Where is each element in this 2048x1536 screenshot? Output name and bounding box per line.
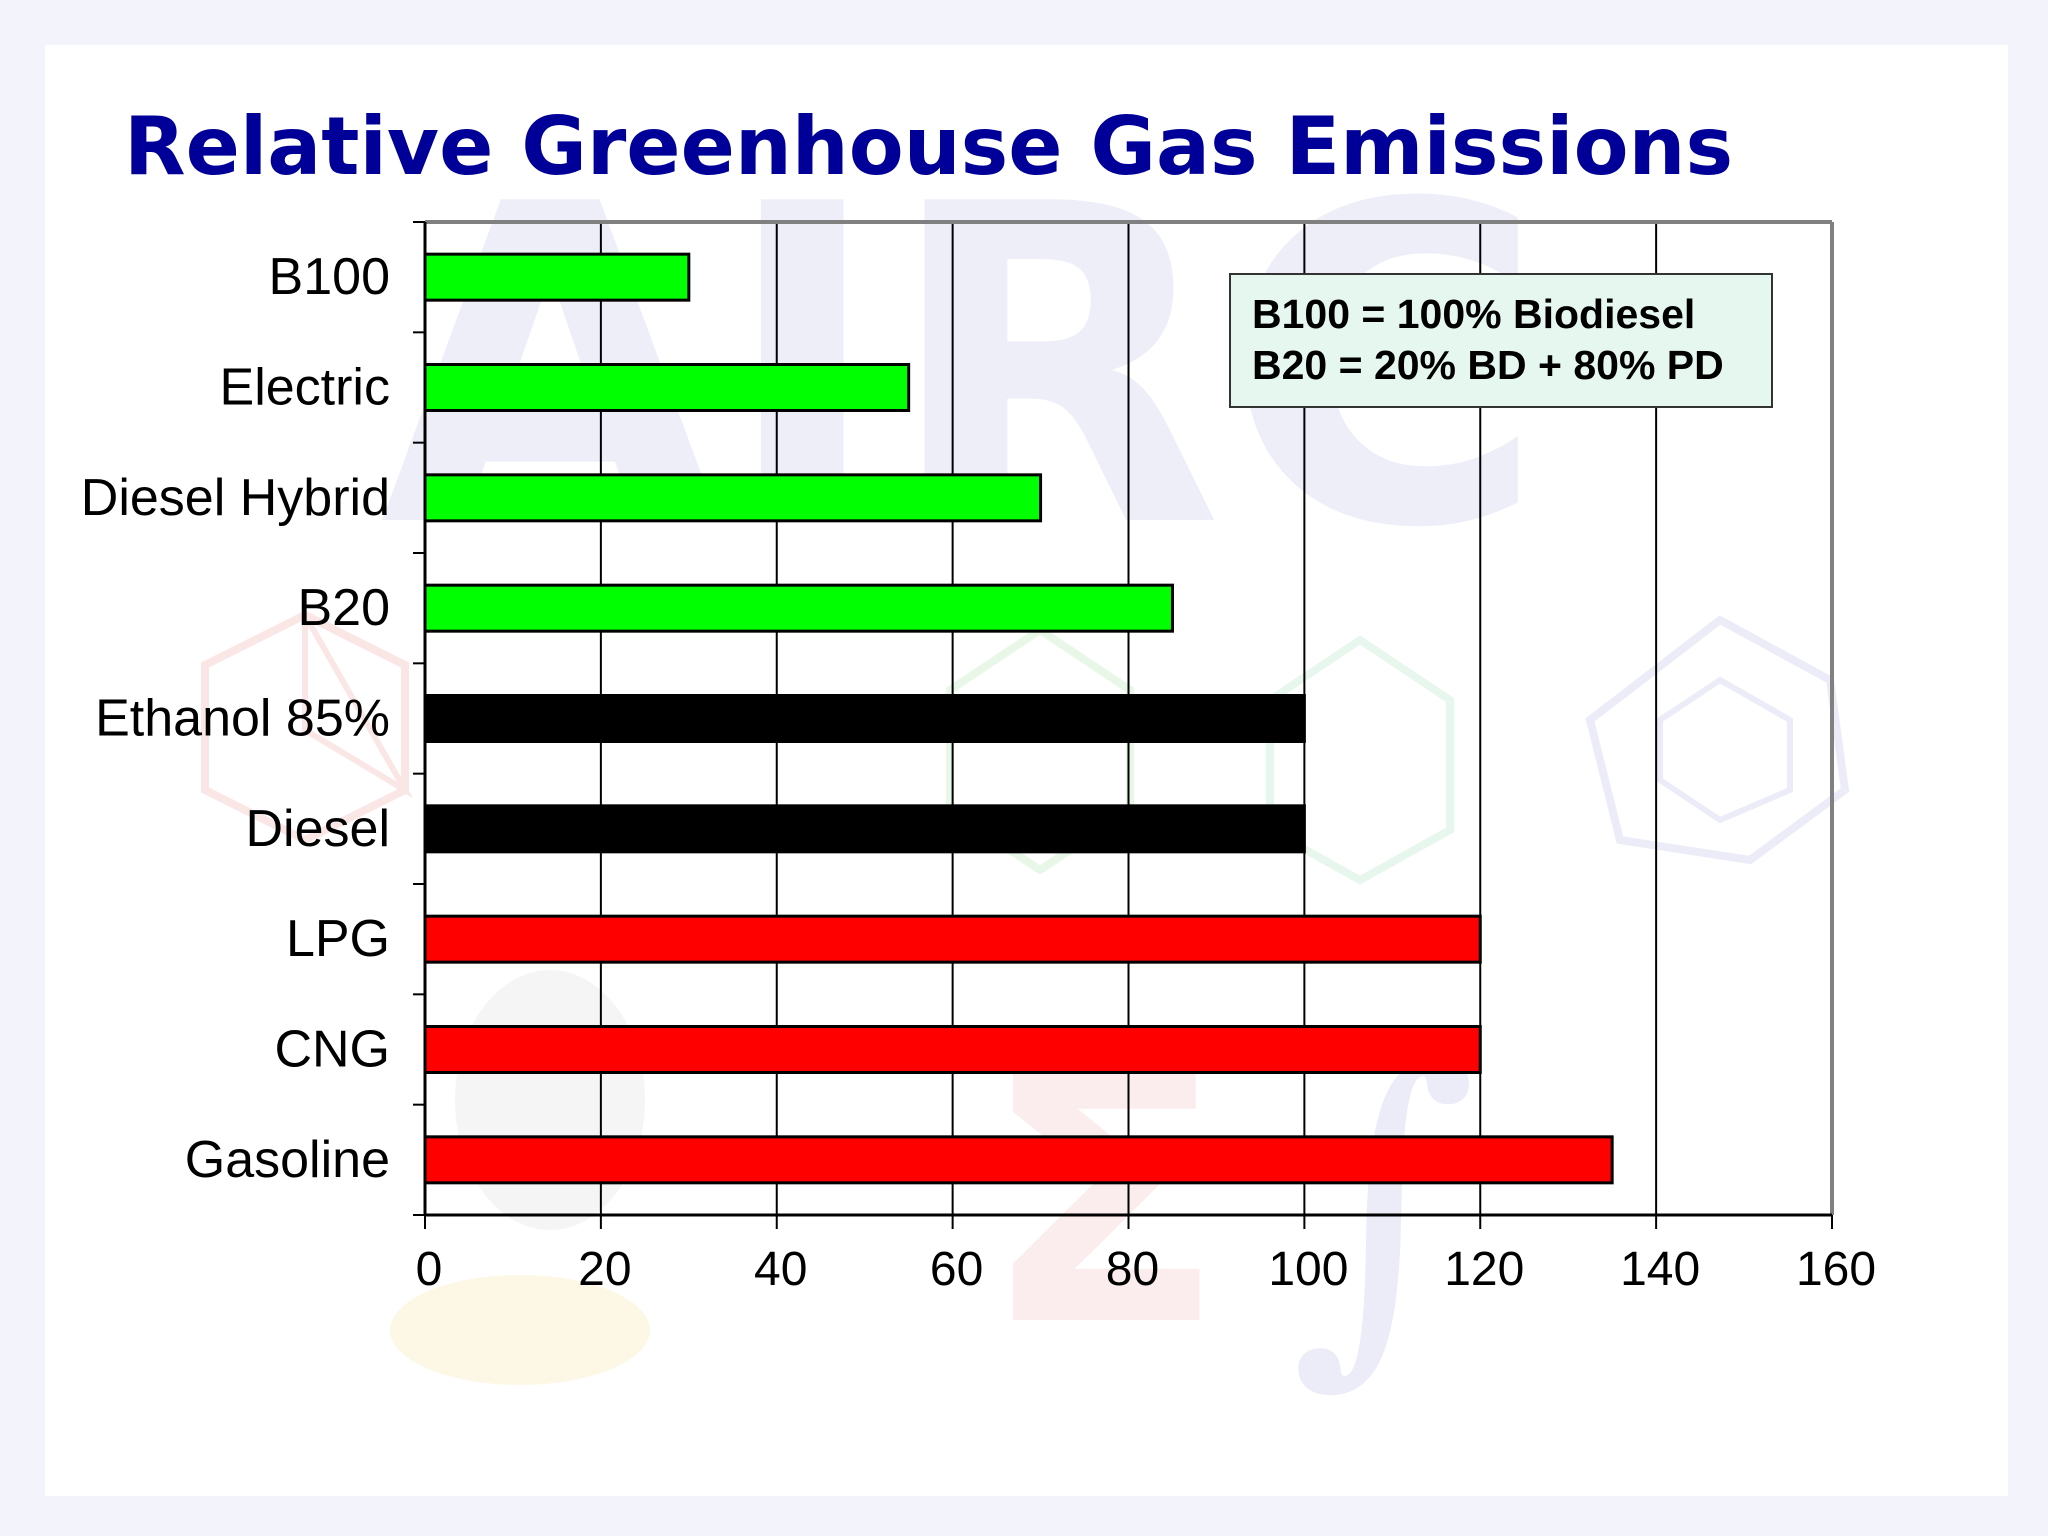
bar — [423, 914, 1482, 964]
x-tick-label: 100 — [1268, 1243, 1348, 1296]
note-line-b100: B100 = 100% Biodiesel — [1252, 291, 1696, 337]
definition-note: B100 = 100% Biodiesel B20 = 20% BD + 80%… — [1229, 273, 1773, 408]
x-tick-label: 20 — [578, 1243, 631, 1296]
x-tick-label: 160 — [1796, 1243, 1876, 1296]
category-label: CNG — [274, 1021, 390, 1079]
bar — [423, 583, 1174, 633]
x-tick-label: 40 — [754, 1243, 807, 1296]
x-tick-label: 120 — [1444, 1243, 1524, 1296]
category-label: Electric — [220, 359, 390, 417]
bar — [423, 1025, 1482, 1074]
bar — [423, 473, 1043, 523]
bar — [423, 363, 911, 412]
bar — [423, 694, 1306, 743]
x-tick-label: 0 — [416, 1243, 443, 1296]
category-label: Ethanol 85% — [95, 690, 390, 748]
category-label: Diesel — [246, 800, 391, 858]
note-line-b20: B20 = 20% BD + 80% PD — [1252, 342, 1724, 388]
category-label: B100 — [269, 248, 390, 306]
chart-title: Relative Greenhouse Gas Emissions — [124, 100, 1734, 193]
category-label: B20 — [297, 579, 390, 637]
bar — [423, 1135, 1614, 1185]
bar — [423, 804, 1306, 854]
category-label: LPG — [286, 910, 390, 968]
axes — [413, 220, 1834, 1229]
category-label: Diesel Hybrid — [81, 469, 390, 527]
category-label: Gasoline — [185, 1131, 390, 1189]
bar — [423, 252, 691, 302]
x-tick-label: 60 — [930, 1243, 983, 1296]
category-labels: B100 Electric Diesel Hybrid B20 Ethanol 85% D… — [81, 248, 390, 1189]
x-tick-labels: 0 20 40 60 80 100 120 140 160 — [416, 1243, 1876, 1296]
x-tick-label: 80 — [1106, 1243, 1159, 1296]
x-tick-label: 140 — [1620, 1243, 1700, 1296]
